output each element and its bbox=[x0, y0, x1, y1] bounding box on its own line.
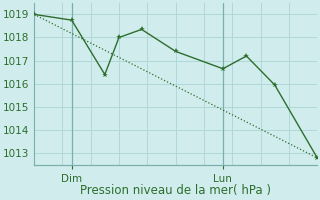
X-axis label: Pression niveau de la mer( hPa ): Pression niveau de la mer( hPa ) bbox=[80, 184, 271, 197]
